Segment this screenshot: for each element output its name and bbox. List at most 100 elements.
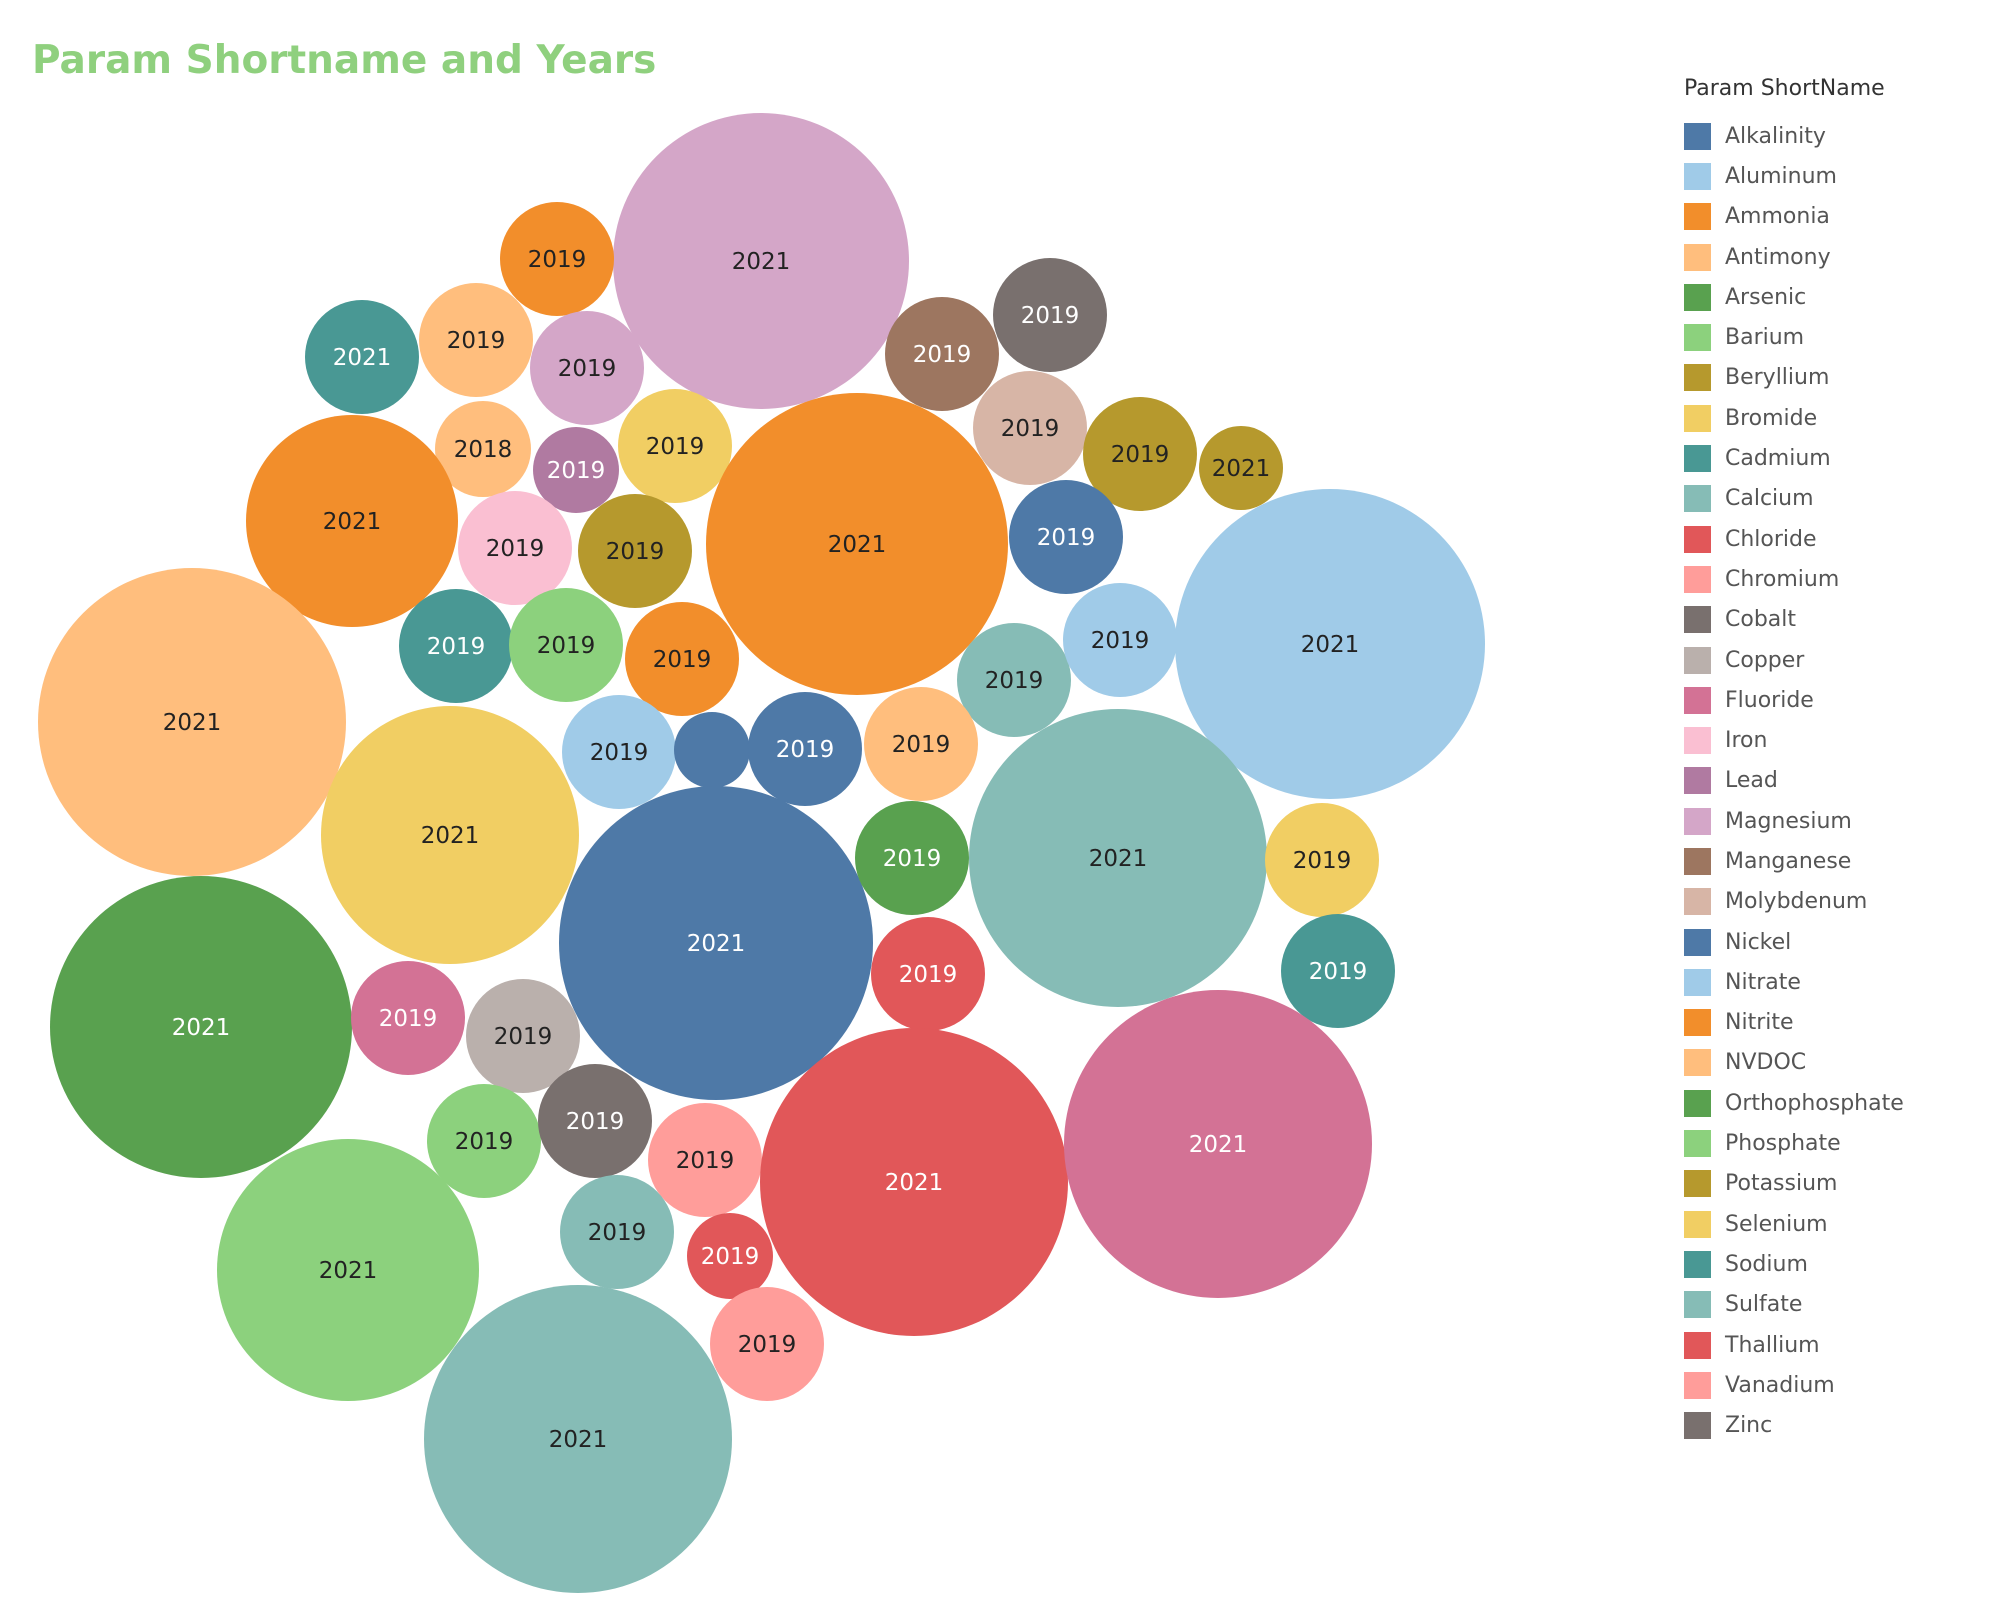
legend[interactable]: Param ShortName Alkalinity Aluminum Ammoni… (1684, 76, 1984, 1446)
bubble-circle (246, 415, 458, 627)
bubble[interactable]: 2019 (1281, 914, 1395, 1028)
bubble[interactable]: 2019 (351, 961, 465, 1075)
bubble[interactable]: 2019 (399, 589, 513, 703)
legend-item[interactable]: Phosphate (1684, 1123, 1984, 1163)
bubble[interactable]: 2019 (1063, 583, 1177, 697)
bubble-circle (993, 258, 1107, 372)
bubble[interactable]: 2019 (957, 623, 1071, 737)
bubble[interactable]: 2019 (419, 283, 533, 397)
bubble[interactable]: 2019 (871, 917, 985, 1031)
bubble[interactable]: 2019 (458, 491, 572, 605)
bubble[interactable]: 2019 (687, 1213, 773, 1299)
legend-item[interactable]: Zinc (1684, 1406, 1984, 1446)
bubble[interactable]: 2019 (533, 427, 619, 513)
bubble[interactable]: 2019 (466, 979, 580, 1093)
bubble[interactable]: 2019 (993, 258, 1107, 372)
legend-item[interactable]: Chloride (1684, 519, 1984, 559)
bubble-circle (427, 1084, 541, 1198)
bubble[interactable]: 2021 (1064, 990, 1372, 1298)
bubble[interactable]: 2019 (1083, 397, 1197, 511)
bubble[interactable]: 2019 (710, 1287, 824, 1401)
legend-label: Arsenic (1725, 284, 1807, 310)
bubble[interactable]: 2019 (1265, 803, 1379, 917)
bubble-label: 2019 (1293, 848, 1352, 874)
bubble[interactable]: 2019 (500, 202, 614, 316)
legend-item[interactable]: Chromium (1684, 559, 1984, 599)
bubble[interactable]: 2019 (748, 692, 862, 806)
legend-item[interactable]: Antimony (1684, 237, 1984, 277)
legend-item[interactable]: Sulfate (1684, 1285, 1984, 1325)
bubble[interactable] (674, 712, 750, 788)
legend-item[interactable]: Manganese (1684, 841, 1984, 881)
legend-item[interactable]: Magnesium (1684, 801, 1984, 841)
bubble[interactable]: 2021 (969, 709, 1267, 1007)
legend-item[interactable]: Iron (1684, 720, 1984, 760)
legend-item[interactable]: Nitrite (1684, 1003, 1984, 1043)
legend-item[interactable]: Calcium (1684, 479, 1984, 519)
legend-item[interactable]: Lead (1684, 761, 1984, 801)
bubble[interactable]: 2019 (538, 1064, 652, 1178)
bubble[interactable]: 2021 (1175, 489, 1485, 799)
bubble[interactable]: 2019 (885, 297, 999, 411)
legend-item[interactable]: Cobalt (1684, 600, 1984, 640)
bubble[interactable]: 2021 (1199, 426, 1283, 510)
legend-item[interactable]: Thallium (1684, 1325, 1984, 1365)
bubble[interactable]: 2021 (321, 706, 579, 964)
bubble[interactable]: 2019 (648, 1103, 762, 1217)
bubble[interactable]: 2021 (559, 786, 873, 1100)
bubble[interactable]: 2021 (246, 415, 458, 627)
legend-item[interactable]: Barium (1684, 317, 1984, 357)
bubble[interactable]: 2018 (435, 401, 531, 497)
legend-item[interactable]: NVDOC (1684, 1043, 1984, 1083)
legend-label: Magnesium (1725, 808, 1852, 834)
bubble-circle (855, 801, 969, 915)
bubble[interactable]: 2019 (864, 687, 978, 801)
legend-label: Cadmium (1725, 446, 1831, 472)
legend-item[interactable]: Cadmium (1684, 438, 1984, 478)
legend-item[interactable]: Alkalinity (1684, 116, 1984, 156)
legend-item[interactable]: Bromide (1684, 398, 1984, 438)
legend-item[interactable]: Nickel (1684, 922, 1984, 962)
legend-swatch (1684, 888, 1711, 916)
legend-item[interactable]: Copper (1684, 640, 1984, 680)
bubble[interactable]: 2019 (855, 801, 969, 915)
bubble[interactable]: 2019 (509, 588, 623, 702)
bubble[interactable]: 2019 (1009, 480, 1123, 594)
legend-swatch (1684, 646, 1711, 674)
bubble[interactable]: 2019 (562, 695, 676, 809)
bubble[interactable]: 2021 (50, 876, 352, 1178)
legend-item[interactable]: Aluminum (1684, 156, 1984, 196)
bubble[interactable]: 2021 (38, 568, 346, 876)
bubble[interactable]: 2019 (618, 389, 732, 503)
legend-item[interactable]: Ammonia (1684, 197, 1984, 237)
bubble-circle (613, 113, 909, 409)
legend-item[interactable]: Potassium (1684, 1164, 1984, 1204)
legend-swatch (1684, 122, 1711, 150)
legend-swatch (1684, 162, 1711, 190)
bubble[interactable]: 2019 (578, 494, 692, 608)
bubble[interactable]: 2021 (613, 113, 909, 409)
bubble[interactable]: 2019 (560, 1175, 674, 1289)
legend-item[interactable]: Beryllium (1684, 358, 1984, 398)
bubble[interactable]: 2021 (424, 1285, 732, 1593)
legend-label: Alkalinity (1725, 123, 1826, 149)
legend-item[interactable]: Molybdenum (1684, 882, 1984, 922)
bubble-label: 2021 (163, 710, 222, 736)
bubble-circle (399, 589, 513, 703)
bubble[interactable]: 2019 (973, 371, 1087, 485)
bubble-label: 2019 (547, 458, 606, 484)
bubble[interactable]: 2019 (530, 311, 644, 425)
bubble[interactable]: 2019 (427, 1084, 541, 1198)
bubble[interactable]: 2021 (706, 393, 1008, 695)
legend-item[interactable]: Orthophosphate (1684, 1083, 1984, 1123)
legend-item[interactable]: Arsenic (1684, 277, 1984, 317)
legend-item[interactable]: Selenium (1684, 1204, 1984, 1244)
legend-item[interactable]: Vanadium (1684, 1365, 1984, 1405)
bubble[interactable]: 2021 (217, 1139, 479, 1401)
legend-item[interactable]: Sodium (1684, 1244, 1984, 1284)
legend-item[interactable]: Nitrate (1684, 962, 1984, 1002)
legend-item[interactable]: Fluoride (1684, 680, 1984, 720)
bubble[interactable]: 2021 (305, 300, 419, 414)
bubble[interactable]: 2021 (760, 1028, 1068, 1336)
bubble[interactable]: 2019 (625, 602, 739, 716)
